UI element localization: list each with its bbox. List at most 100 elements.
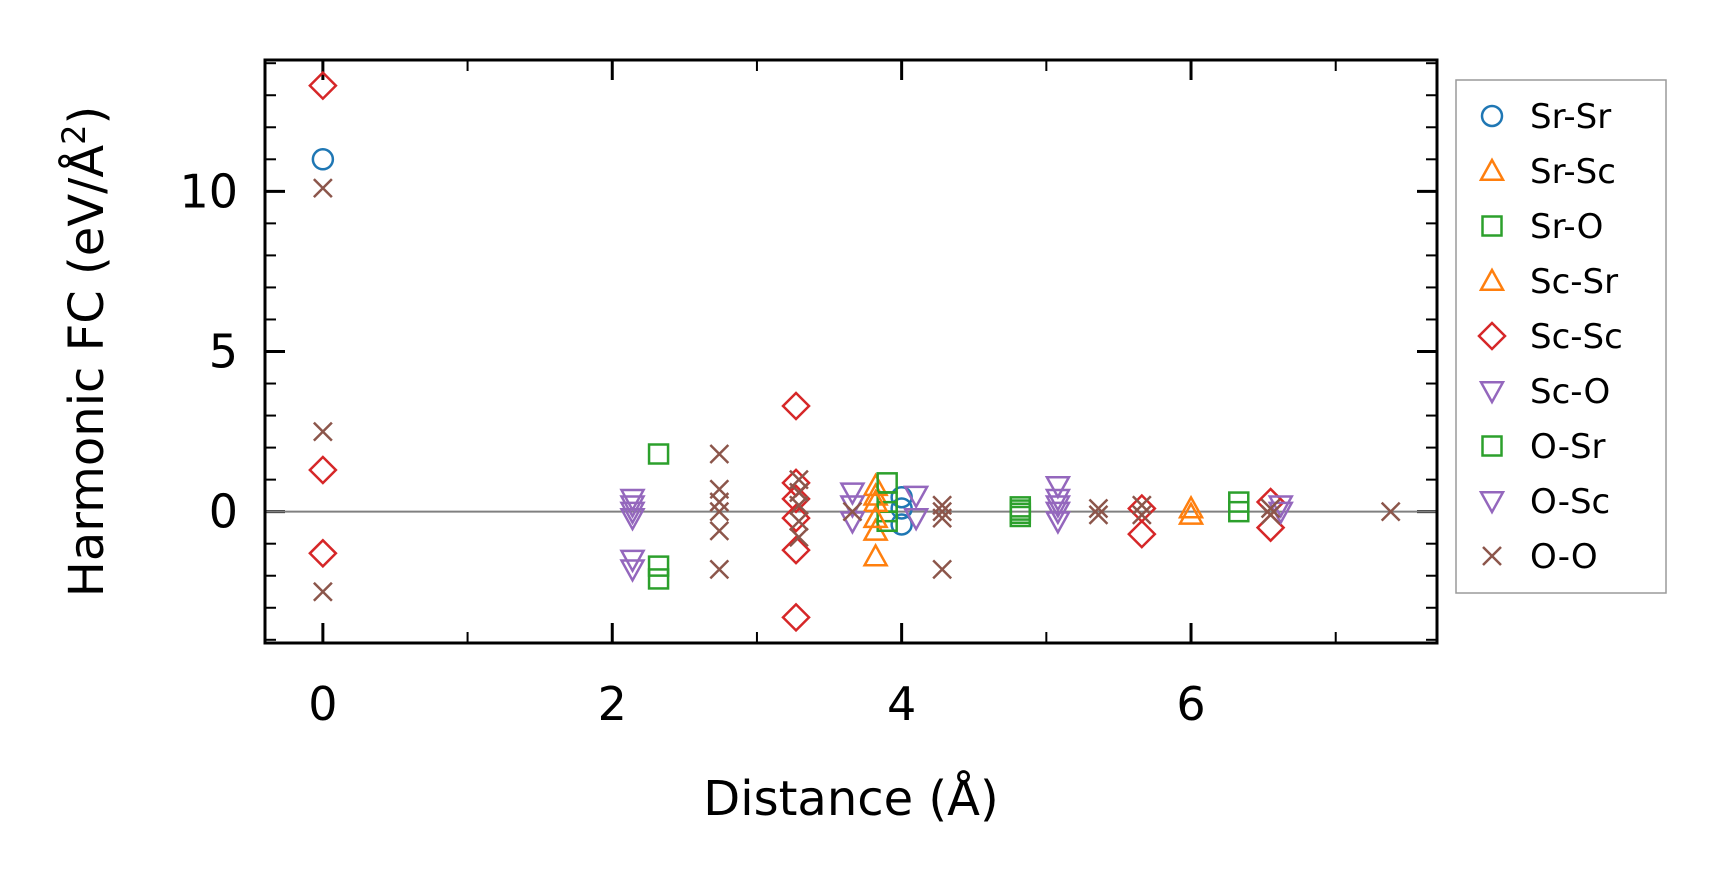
point-sc-sc [1127, 493, 1157, 524]
point-o-sc [1267, 495, 1294, 519]
point-o-o [709, 444, 730, 464]
point-sr-o [647, 443, 670, 465]
y-tick-label: 5 [209, 325, 238, 379]
series-sr-sr [311, 148, 913, 536]
point-o-sc [619, 495, 646, 519]
point-o-o [842, 501, 863, 522]
point-sc-sc [781, 535, 811, 565]
legend-label-sc-o: Sc-O [1530, 372, 1610, 412]
series-o-o [312, 178, 1401, 602]
point-sr-sr [311, 148, 335, 171]
point-sr-sr [890, 513, 913, 536]
legend-marker-o-sc [1478, 490, 1506, 515]
legend-item-sc-o: Sc-O [1478, 372, 1610, 412]
point-sc-sr [862, 504, 889, 529]
legend-item-sr-sr: Sr-Sr [1480, 97, 1611, 137]
legend-label-sr-o: Sr-O [1530, 207, 1603, 247]
legend-label-o-sc: O-Sc [1530, 482, 1610, 522]
point-o-o [932, 501, 953, 522]
legend-item-sc-sr: Sc-Sr [1478, 262, 1618, 302]
y-axis-label: Harmonic FC (eV/Å2) [55, 106, 115, 598]
point-sc-o [1044, 475, 1072, 500]
point-o-o [709, 521, 730, 541]
legend-marker-sc-o [1478, 380, 1506, 405]
point-sc-sc [1127, 519, 1157, 549]
point-sc-sc [308, 70, 338, 101]
legend-label-sc-sr: Sc-Sr [1530, 262, 1618, 302]
point-o-o [709, 501, 730, 522]
point-o-o [789, 495, 809, 516]
y-axis-label-main: Harmonic FC (eV/Å [58, 145, 115, 598]
point-o-o [1260, 498, 1281, 519]
legend-item-o-sc: O-Sc [1478, 482, 1610, 522]
series-sc-o [619, 475, 1072, 583]
point-sc-sc [781, 602, 811, 633]
point-sc-sc [781, 484, 811, 514]
point-sc-o [619, 501, 646, 526]
point-o-o [789, 511, 809, 532]
point-o-o [312, 421, 333, 442]
legend-marker-o-sr [1481, 435, 1503, 457]
point-o-o [1380, 501, 1401, 522]
series-sc-sc [308, 70, 1286, 633]
point-o-o [1088, 498, 1109, 519]
point-sc-sc [308, 538, 338, 569]
point-sc-sc [781, 391, 811, 421]
point-sr-o [647, 568, 670, 590]
plot-frame [263, 58, 1439, 645]
y-tick-label: 0 [209, 485, 238, 539]
x-axis-label: Distance (Å) [703, 770, 998, 827]
point-sc-o [902, 485, 930, 510]
point-sc-o [902, 508, 930, 532]
legend-marker-o-o [1482, 546, 1502, 566]
point-sc-o [619, 559, 646, 583]
y-axis-label-superscript: 2 [55, 124, 93, 144]
series-sr-sc [862, 472, 1205, 567]
legend-marker-sr-o [1481, 215, 1503, 237]
legend-label-sr-sc: Sr-Sc [1530, 152, 1616, 192]
point-o-sc [1044, 495, 1072, 519]
ticks-layer [265, 60, 1437, 643]
legend-marker-sc-sr [1478, 267, 1506, 292]
point-sc-o [1044, 488, 1072, 513]
legend-item-sc-sc: Sc-Sc [1477, 317, 1623, 357]
legend: Sr-Sr Sr-Sc Sr-O Sc-Sr Sc-Sc Sc-O O-Sr O-Sc O-O [1455, 79, 1667, 594]
point-o-o [1131, 495, 1152, 516]
x-tick-label: 2 [598, 677, 627, 731]
marks-layer [308, 70, 1401, 633]
legend-item-o-sr: O-Sr [1481, 427, 1606, 467]
point-sc-sr [862, 488, 889, 513]
x-tick-label: 4 [887, 677, 916, 731]
point-o-o [1260, 504, 1281, 525]
point-o-o [312, 581, 333, 602]
legend-marker-sc-sc [1477, 321, 1507, 351]
legend-label-sc-sc: Sc-Sc [1530, 317, 1623, 357]
legend-label-o-sr: O-Sr [1530, 427, 1606, 467]
point-o-o [932, 508, 953, 528]
y-axis-label-close: ) [59, 106, 115, 125]
point-o-o [932, 559, 953, 580]
x-tick-label: 6 [1176, 677, 1205, 731]
point-sc-o [839, 482, 866, 507]
tick-labels-layer: 0 2 4 6 0 5 10 [179, 164, 1205, 731]
point-o-sr [1009, 502, 1032, 525]
point-sr-o [647, 555, 670, 577]
series-sc-sr [862, 488, 889, 529]
point-sr-sc [862, 482, 889, 506]
point-o-o [709, 559, 730, 580]
point-sc-o [619, 508, 646, 532]
legend-label-o-o: O-O [1530, 537, 1598, 577]
x-tick-label: 0 [308, 677, 337, 731]
legend-box [1455, 79, 1667, 594]
point-o-o [312, 178, 333, 199]
point-sr-o [1228, 500, 1250, 523]
point-sc-o [619, 488, 646, 513]
point-o-o [709, 492, 730, 512]
point-o-o [1131, 504, 1152, 525]
legend-item-sr-o: Sr-O [1481, 207, 1603, 247]
point-sr-sc [1177, 501, 1205, 525]
y-tick-label: 10 [179, 164, 238, 218]
point-o-o [789, 527, 809, 548]
series-o-sr [1009, 499, 1032, 525]
